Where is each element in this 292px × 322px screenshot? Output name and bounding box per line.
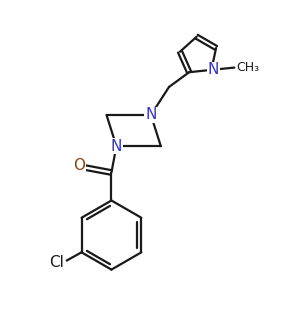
Text: N: N — [207, 62, 219, 77]
Text: O: O — [73, 158, 85, 174]
Text: Cl: Cl — [49, 255, 64, 270]
Text: N: N — [111, 139, 122, 154]
Text: N: N — [145, 108, 157, 122]
Text: CH₃: CH₃ — [236, 61, 259, 74]
